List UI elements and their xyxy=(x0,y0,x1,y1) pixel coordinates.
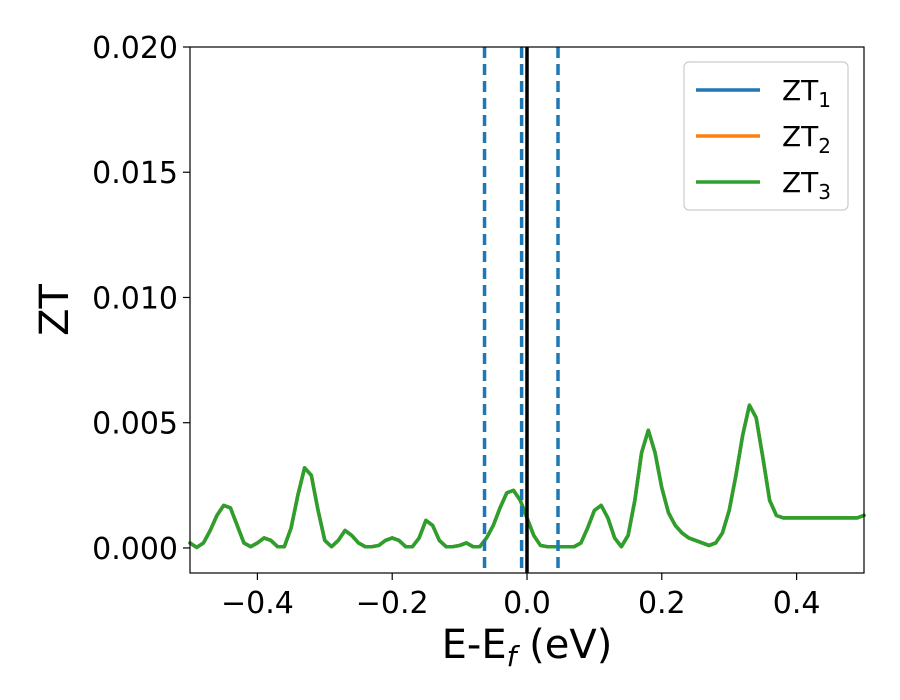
x-tick-label: 0.4 xyxy=(773,586,821,621)
y-tick-label: 0.015 xyxy=(92,156,178,191)
y-tick-label: 0.005 xyxy=(92,407,178,442)
legend-label-main: ZT xyxy=(782,120,819,153)
y-tick-label: 0.010 xyxy=(92,281,178,316)
x-axis-label-tail: (eV) xyxy=(516,622,612,668)
x-axis-label-main: E-E xyxy=(442,622,507,668)
x-tick-label: 0.2 xyxy=(638,586,686,621)
legend-label-sub: 3 xyxy=(818,180,831,204)
y-axis-label: ZT xyxy=(32,284,78,336)
x-tick-label: −0.2 xyxy=(356,586,429,621)
plot-area xyxy=(188,47,866,573)
axis-ticks: −0.4 −0.2 0.0 0.2 0.4 0.000 0.005 0.010 0.015 0.0… xyxy=(92,31,820,621)
x-tick-label: −0.4 xyxy=(221,586,294,621)
legend-label-sub: 1 xyxy=(818,88,831,112)
legend-label-main: ZT xyxy=(782,74,819,107)
legend-label-1: ZT1 xyxy=(782,74,831,112)
legend-label-sub: 2 xyxy=(818,134,831,158)
y-tick-label: 0.000 xyxy=(92,532,178,567)
legend-label-3: ZT3 xyxy=(782,166,831,204)
y-tick-label: 0.020 xyxy=(92,31,178,66)
axes-frame xyxy=(189,46,865,574)
legend-label-main: ZT xyxy=(782,166,819,199)
legend-label-2: ZT2 xyxy=(782,120,831,158)
legend-frame xyxy=(683,61,849,211)
x-tick-label: 0.0 xyxy=(503,586,551,621)
x-axis-label: E-Ef (eV) xyxy=(442,622,613,673)
